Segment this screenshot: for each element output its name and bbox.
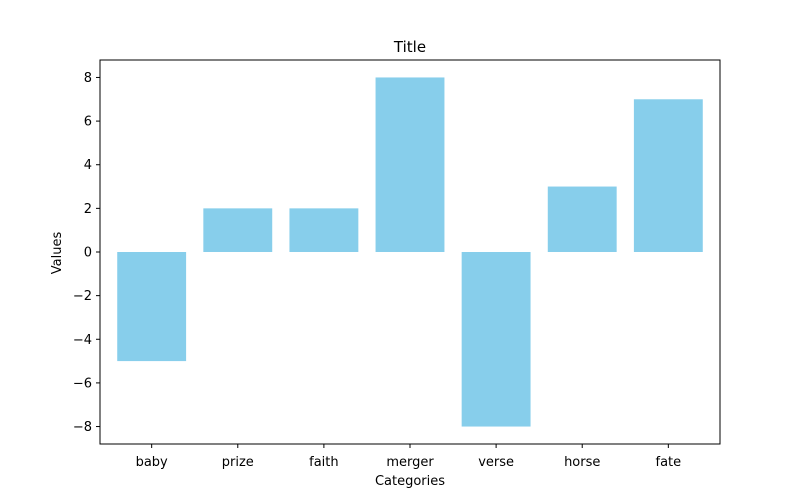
y-tick-label: −8 bbox=[73, 420, 92, 435]
x-axis-label: Categories bbox=[375, 474, 445, 489]
y-tick-label: 4 bbox=[84, 158, 92, 173]
x-tick-label-prize: prize bbox=[222, 455, 254, 470]
y-tick-label: −2 bbox=[73, 289, 92, 304]
bar-baby bbox=[117, 252, 187, 362]
y-tick-label: −4 bbox=[73, 333, 92, 348]
y-tick-label: −6 bbox=[73, 376, 92, 391]
bars-group bbox=[117, 77, 703, 427]
x-axis-ticks: baby prize faith merger verse horse fate bbox=[136, 444, 682, 470]
x-tick-label-faith: faith bbox=[309, 455, 339, 470]
x-tick-label-fate: fate bbox=[656, 455, 682, 470]
x-tick-label-merger: merger bbox=[386, 455, 434, 470]
y-tick-label: 6 bbox=[84, 115, 92, 130]
bar-horse bbox=[547, 186, 617, 252]
bar-verse bbox=[461, 252, 531, 427]
x-tick-label-baby: baby bbox=[136, 455, 168, 470]
y-tick-label: 0 bbox=[84, 246, 92, 261]
bar-prize bbox=[203, 208, 273, 252]
bar-fate bbox=[633, 99, 703, 252]
bar-merger bbox=[375, 77, 445, 252]
chart-title: Title bbox=[393, 38, 426, 56]
x-tick-label-verse: verse bbox=[478, 455, 514, 470]
x-tick-label-horse: horse bbox=[564, 455, 600, 470]
y-tick-label: 8 bbox=[84, 71, 92, 86]
bar-faith bbox=[289, 208, 359, 252]
y-tick-label: 2 bbox=[84, 202, 92, 217]
y-axis-label: Values bbox=[50, 232, 65, 275]
y-axis-ticks: −8 −6 −4 −2 0 2 4 6 8 bbox=[73, 71, 100, 435]
